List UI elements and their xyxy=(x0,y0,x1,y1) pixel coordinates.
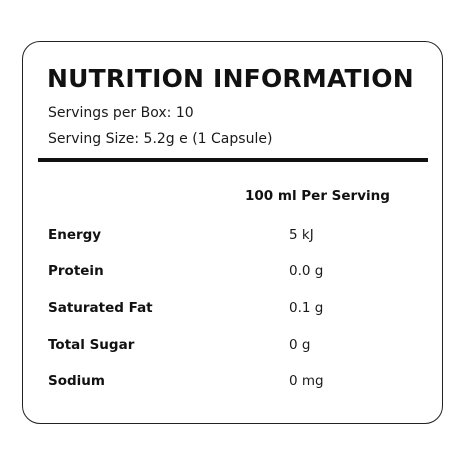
nutrient-name: Sodium xyxy=(48,373,105,389)
table-row: Energy 5 kJ xyxy=(23,225,442,245)
table-row: Saturated Fat 0.1 g xyxy=(23,298,442,318)
table-row: Protein 0.0 g xyxy=(23,261,442,281)
servings-per-box: Servings per Box: 10 xyxy=(48,105,194,121)
nutrient-amount: 0 mg xyxy=(289,373,324,389)
serving-size: Serving Size: 5.2g e (1 Capsule) xyxy=(48,131,273,147)
nutrient-name: Energy xyxy=(48,227,102,243)
nutrition-panel: NUTRITION INFORMATION Servings per Box: … xyxy=(22,41,443,424)
nutrient-amount: 5 kJ xyxy=(289,227,314,243)
nutrient-amount: 0.0 g xyxy=(289,263,324,279)
nutrient-amount: 0 g xyxy=(289,337,311,353)
nutrient-name: Protein xyxy=(48,263,104,279)
table-row: Sodium 0 mg xyxy=(23,371,442,391)
nutrient-name: Saturated Fat xyxy=(48,300,153,316)
header-divider xyxy=(38,158,428,162)
table-row: Total Sugar 0 g xyxy=(23,335,442,355)
nutrient-name: Total Sugar xyxy=(48,337,135,353)
column-header: 100 ml Per Serving xyxy=(245,188,390,204)
panel-title: NUTRITION INFORMATION xyxy=(47,64,414,93)
nutrient-amount: 0.1 g xyxy=(289,300,324,316)
